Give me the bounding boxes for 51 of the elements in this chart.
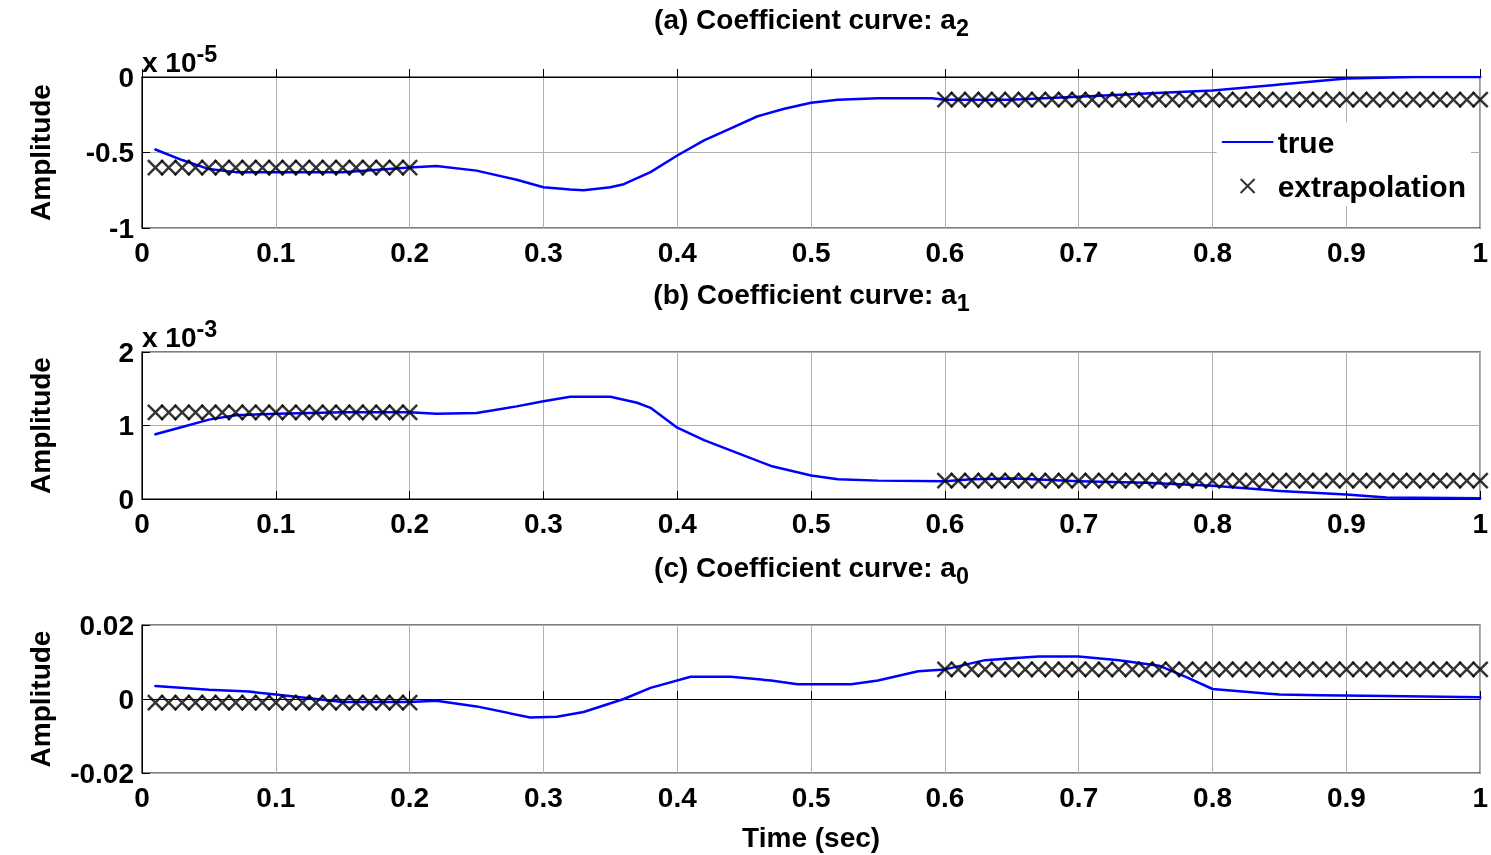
y-tick-label: 0.02 [79, 609, 134, 641]
x-tick-label: 0.7 [1059, 236, 1099, 268]
chart-title: (b) Coefficient curve: a$_{1}$ [653, 279, 970, 316]
x-tick-label: 0.7 [1059, 507, 1099, 539]
x-tick-label: 0.1 [256, 507, 296, 539]
annotation: x 10$^{-3}$ [142, 315, 218, 354]
x-tick-label: 0.8 [1193, 236, 1233, 268]
x-tick-label: 0.5 [791, 507, 831, 539]
y-tick-label: -1 [109, 212, 134, 244]
x-tick-label: 0.2 [390, 507, 430, 539]
y-tick-label: 0 [118, 61, 134, 93]
x-tick-label: 0.6 [925, 781, 965, 813]
x-tick-label: 0.1 [256, 781, 296, 813]
annotation: x 10$^{-5}$ [142, 40, 218, 79]
x-tick-label: 0.6 [925, 236, 965, 268]
y-axis-title: Amplitude [24, 357, 56, 494]
x-tick-label: 0.4 [657, 781, 698, 813]
x-tick-label: 1 [1472, 236, 1488, 268]
x-axis-title: Time (sec) [742, 821, 881, 853]
x-tick-label: 0.5 [791, 781, 831, 813]
x-tick-label: 0.9 [1326, 781, 1366, 813]
x-tick-label: 0.4 [657, 507, 698, 539]
x-tick-label: 0.3 [524, 781, 563, 813]
x-tick-label: 0.5 [791, 236, 831, 268]
y-tick-label: 0 [118, 683, 134, 715]
y-tick-label: 0 [118, 483, 134, 515]
legend-label: extrapolation [1277, 169, 1467, 203]
y-tick-label: 1 [118, 410, 134, 441]
x-tick-label: 0.6 [925, 507, 965, 539]
x-tick-label: 0.8 [1193, 781, 1233, 813]
x-tick-label: 0.9 [1326, 236, 1366, 268]
chart-title: (a) Coefficient curve: a$_{2}$ [654, 4, 969, 41]
x-tick-label: 0.2 [390, 236, 430, 268]
x-tick-label: 0.9 [1326, 507, 1366, 539]
x-tick-label: 0.1 [256, 236, 296, 268]
y-axis-title: Amplitude [24, 84, 56, 221]
x-tick-label: 1 [1472, 507, 1488, 539]
x-tick-label: 0.8 [1193, 507, 1233, 539]
x-tick-label: 0.3 [524, 507, 563, 539]
legend-label: true [1277, 125, 1335, 159]
x-tick-label: 0.4 [657, 236, 698, 268]
y-tick-label: -0.5 [85, 137, 134, 168]
y-tick-label: -0.02 [70, 757, 134, 789]
x-tick-label: 0.7 [1059, 781, 1099, 813]
y-tick-label: 2 [118, 336, 134, 368]
x-tick-label: 0.3 [524, 236, 563, 268]
line-series [154, 655, 1482, 719]
x-tick-label: 1 [1472, 781, 1488, 813]
y-axis-title: Amplitude [24, 630, 56, 768]
chart-title: (c) Coefficient curve: a$_{0}$ [653, 551, 970, 591]
x-tick-label: 0.2 [390, 781, 430, 813]
